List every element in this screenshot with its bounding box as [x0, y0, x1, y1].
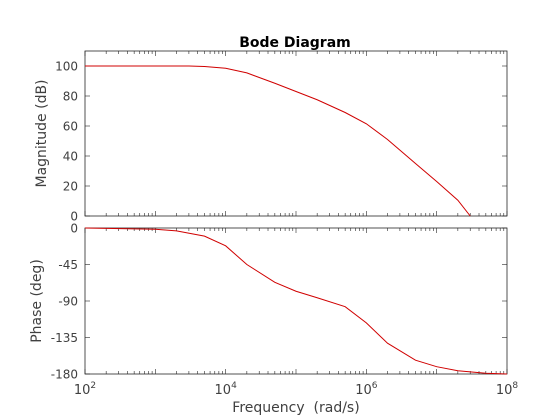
magnitude-y-tick-label: 100 [55, 60, 78, 74]
magnitude-y-label: Magnitude (dB) [34, 79, 50, 187]
phase-axes-box [84, 227, 508, 375]
magnitude-plot: 0 20 40 60 80 100 Magnitude (dB) [34, 50, 508, 224]
x-tick-label: 102 [74, 381, 96, 398]
x-tick-label: 108 [496, 381, 519, 398]
phase-y-tick-label: 0 [70, 222, 78, 236]
magnitude-y-tick-label: 80 [63, 90, 78, 104]
magnitude-y-tick-label: 20 [63, 180, 78, 194]
phase-plot: 0 -45 -90 -135 -180 Phase (deg) [29, 222, 508, 382]
chart-title: Bode Diagram [239, 35, 351, 51]
phase-y-tick-label: -135 [51, 331, 78, 345]
phase-y-label: Phase (deg) [29, 259, 45, 343]
x-axis-label: Frequency (rad/s) [232, 400, 359, 416]
magnitude-y-tick-label: 40 [63, 150, 78, 164]
phase-series-line [84, 227, 508, 375]
x-tick-label: 106 [355, 381, 378, 398]
magnitude-series-line [85, 65, 471, 217]
magnitude-axes-box [84, 50, 508, 217]
x-tick-label: 104 [215, 381, 238, 398]
magnitude-y-tick-label: 0 [70, 210, 78, 224]
magnitude-y-tick-label: 60 [63, 120, 78, 134]
phase-y-tick-label: -90 [58, 295, 78, 309]
phase-y-tick-label: -45 [58, 258, 78, 272]
phase-y-tick-label: -180 [51, 368, 78, 382]
